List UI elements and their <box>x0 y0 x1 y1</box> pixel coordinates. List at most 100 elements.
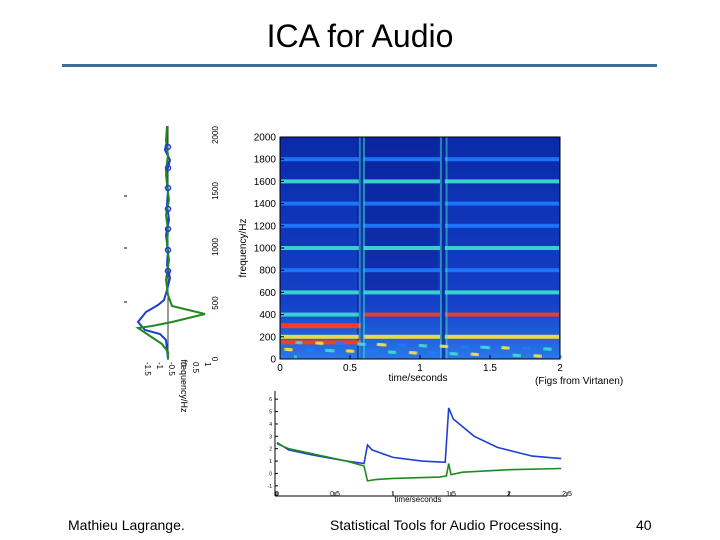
harmonic-band <box>363 268 440 273</box>
harmonic-band <box>281 201 359 206</box>
harmonic-band <box>444 157 559 162</box>
spectral-noise <box>418 344 422 348</box>
harmonic-band <box>281 223 359 228</box>
spectral-noise <box>387 350 391 354</box>
spectrogram-y-tick-label: 0 <box>270 355 276 366</box>
spectral-noise <box>439 344 443 348</box>
harmonic-band <box>281 157 359 162</box>
spectrogram-x-tick-label: 1 <box>417 363 423 374</box>
spectral-noise <box>470 352 474 356</box>
spectra-peak-marker <box>164 267 172 275</box>
spectral-noise <box>336 341 339 345</box>
spectrogram-y-tick-label: 800 <box>259 266 276 277</box>
spectra-x-tick-label: 2000 <box>211 126 220 144</box>
harmonic-band <box>281 334 359 339</box>
spectral-noise <box>280 355 283 359</box>
spectral-noise <box>294 355 297 359</box>
spectra-y-tick-label: -1 <box>155 362 164 370</box>
title-divider <box>62 64 657 67</box>
spectra-peak-marker <box>164 143 172 151</box>
spectrogram-x-tick-label: 2 <box>557 363 563 374</box>
harmonic-band <box>281 323 361 329</box>
envelope-y-tick-label: 3 <box>269 434 272 440</box>
envelope-x-tick-label: 2 <box>507 491 511 498</box>
harmonic-band <box>444 268 559 273</box>
page-number: 40 <box>636 517 652 533</box>
harmonic-band <box>444 223 559 228</box>
envelope-x-tick-label: 2.5 <box>562 491 572 498</box>
spectrogram-x-tick-label: 0.5 <box>343 363 357 374</box>
spectral-noise <box>543 347 547 351</box>
spectral-noise <box>428 351 432 355</box>
spectrogram-y-tick-label: 1000 <box>254 244 277 255</box>
envelope-y-tick-label: 4 <box>269 422 272 428</box>
harmonic-band <box>363 334 440 339</box>
spectrogram-y-tick-label: 200 <box>259 332 276 343</box>
spectral-noise <box>295 340 299 344</box>
spectra-x-tick-label: 0 <box>211 356 220 361</box>
spectral-noise <box>315 341 318 345</box>
spectra-y-tick-label: 1 <box>203 362 212 367</box>
quiet-region <box>364 137 439 293</box>
spectrogram-y-tick-label: 600 <box>259 288 276 299</box>
spectral-noise <box>408 351 412 355</box>
slide-title: ICA for Audio <box>266 18 454 54</box>
harmonic-band <box>281 312 359 317</box>
figure-caption: (Figs from Virtanen) <box>535 376 624 387</box>
spectra-xlabel: frequency/Hz <box>179 359 189 413</box>
spectrogram-y-tick-label: 2000 <box>254 133 277 144</box>
spectral-noise <box>491 353 495 357</box>
harmonic-band <box>363 223 440 228</box>
spectra-x-tick-label: 1000 <box>211 238 220 256</box>
harmonic-band <box>363 246 440 250</box>
harmonic-band <box>444 246 559 250</box>
spectral-noise <box>324 348 328 352</box>
harmonic-band <box>444 201 559 206</box>
envelope-y-tick-label: 6 <box>269 397 272 403</box>
spectrogram-y-tick-label: 1600 <box>254 177 277 188</box>
spectral-noise <box>480 345 484 349</box>
harmonic-band <box>281 268 359 273</box>
spectra-peak-marker <box>164 164 172 172</box>
spectra-y-tick-label: -0.5 <box>167 362 176 376</box>
harmonic-band <box>363 179 440 184</box>
envelope-y-tick-label: -1 <box>268 484 273 490</box>
harmonic-band <box>363 201 440 206</box>
spectral-noise <box>522 346 526 350</box>
spectral-noise <box>357 342 360 346</box>
envelope-xlabel: time/seconds <box>394 495 441 504</box>
spectra-x-tick-label: 500 <box>211 296 220 310</box>
envelope-y-tick-label: 1 <box>269 459 272 465</box>
spectrogram: 0 200 400 600 800 1000 1200 1400 1600 1800 2000 0 0… <box>238 133 563 385</box>
onset-shadow <box>441 137 446 359</box>
envelope-x-tick-label: 0.5 <box>330 491 340 498</box>
onset-line <box>445 137 448 359</box>
onset-line <box>363 137 365 359</box>
spectral-noise <box>553 354 556 358</box>
spectrogram-x-tick-label: 0 <box>277 363 283 374</box>
series-line-green <box>135 125 206 359</box>
harmonic-band <box>444 334 559 339</box>
envelope-x-tick-label: 1.5 <box>446 491 456 498</box>
harmonic-band <box>281 179 359 184</box>
spectral-noise <box>284 347 288 351</box>
envelope-y-tick-label: 5 <box>269 410 272 416</box>
harmonic-band <box>444 290 559 295</box>
harmonic-band <box>363 290 440 295</box>
spectrogram-y-tick-label: 400 <box>259 310 276 321</box>
spectrogram-ylabel: frequency/Hz <box>238 219 249 278</box>
spectra-y-tick-label: 0 <box>179 362 188 367</box>
spectral-noise <box>366 349 370 353</box>
harmonic-band <box>444 312 559 317</box>
envelope-x-tick-label: 0 <box>275 491 279 498</box>
harmonic-band <box>444 179 559 184</box>
spectrogram-xlabel: time/seconds <box>389 373 448 384</box>
footer-course: Statistical Tools for Audio Processing. <box>330 517 563 533</box>
spectra-y-tick-label: -1.5 <box>143 362 152 376</box>
spectrogram-y-tick-label: 1400 <box>254 199 277 210</box>
envelope-y-tick-label: 2 <box>269 447 272 453</box>
spectra-peak-marker <box>164 225 172 233</box>
